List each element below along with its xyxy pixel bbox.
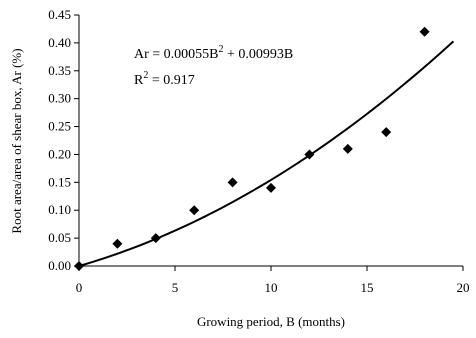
equation-exponent: 2: [219, 44, 224, 55]
y-tick-label: 0.00: [48, 258, 71, 273]
x-tick-label: 10: [265, 280, 278, 295]
equation-suffix: + 0.00993B: [224, 47, 294, 62]
data-point: [381, 127, 392, 138]
data-point: [227, 177, 238, 188]
trendline: [78, 40, 455, 267]
y-axis-ticks: 0.00 0.05 0.10 0.15 0.20 0.25 0.30 0.35 0.40 0.45: [48, 7, 79, 273]
x-axis-title: Growing period, B (months): [197, 314, 345, 329]
r-squared-suffix: = 0.917: [148, 73, 194, 88]
y-tick-label: 0.35: [48, 63, 71, 78]
plot-area: 0.00 0.05 0.10 0.15 0.20 0.25 0.30 0.35 0.40 0.45…: [48, 7, 469, 295]
data-point: [112, 238, 123, 249]
data-points: [74, 26, 430, 271]
equation-label: Ar = 0.00055B2 + 0.00993B: [134, 44, 293, 62]
data-point: [74, 261, 84, 271]
y-tick-label: 0.10: [48, 202, 71, 217]
data-point: [342, 143, 353, 154]
data-point: [150, 233, 161, 244]
y-tick-label: 0.45: [48, 7, 71, 22]
y-tick-label: 0.30: [48, 91, 71, 106]
y-tick-label: 0.40: [48, 35, 71, 50]
y-tick-label: 0.20: [48, 146, 71, 161]
x-tick-label: 5: [172, 280, 179, 295]
x-tick-label: 20: [457, 280, 470, 295]
y-axis-title: Root area/area of shear box, Ar (%): [9, 48, 24, 233]
y-tick-label: 0.05: [48, 230, 71, 245]
y-tick-label: 0.25: [48, 119, 71, 134]
x-tick-label: 15: [361, 280, 374, 295]
y-tick-label: 0.15: [48, 174, 71, 189]
data-point: [304, 149, 315, 160]
r-squared-label: R2 = 0.917: [134, 70, 195, 88]
data-point: [189, 205, 200, 216]
equation-prefix: Ar = 0.00055B: [134, 47, 219, 62]
data-point: [419, 26, 430, 37]
x-axis-ticks: 0 5 10 15 20: [76, 266, 470, 295]
x-tick-label: 0: [76, 280, 83, 295]
r-squared-prefix: R: [134, 73, 144, 88]
r-squared-exponent: 2: [143, 70, 148, 81]
data-point: [266, 182, 276, 193]
